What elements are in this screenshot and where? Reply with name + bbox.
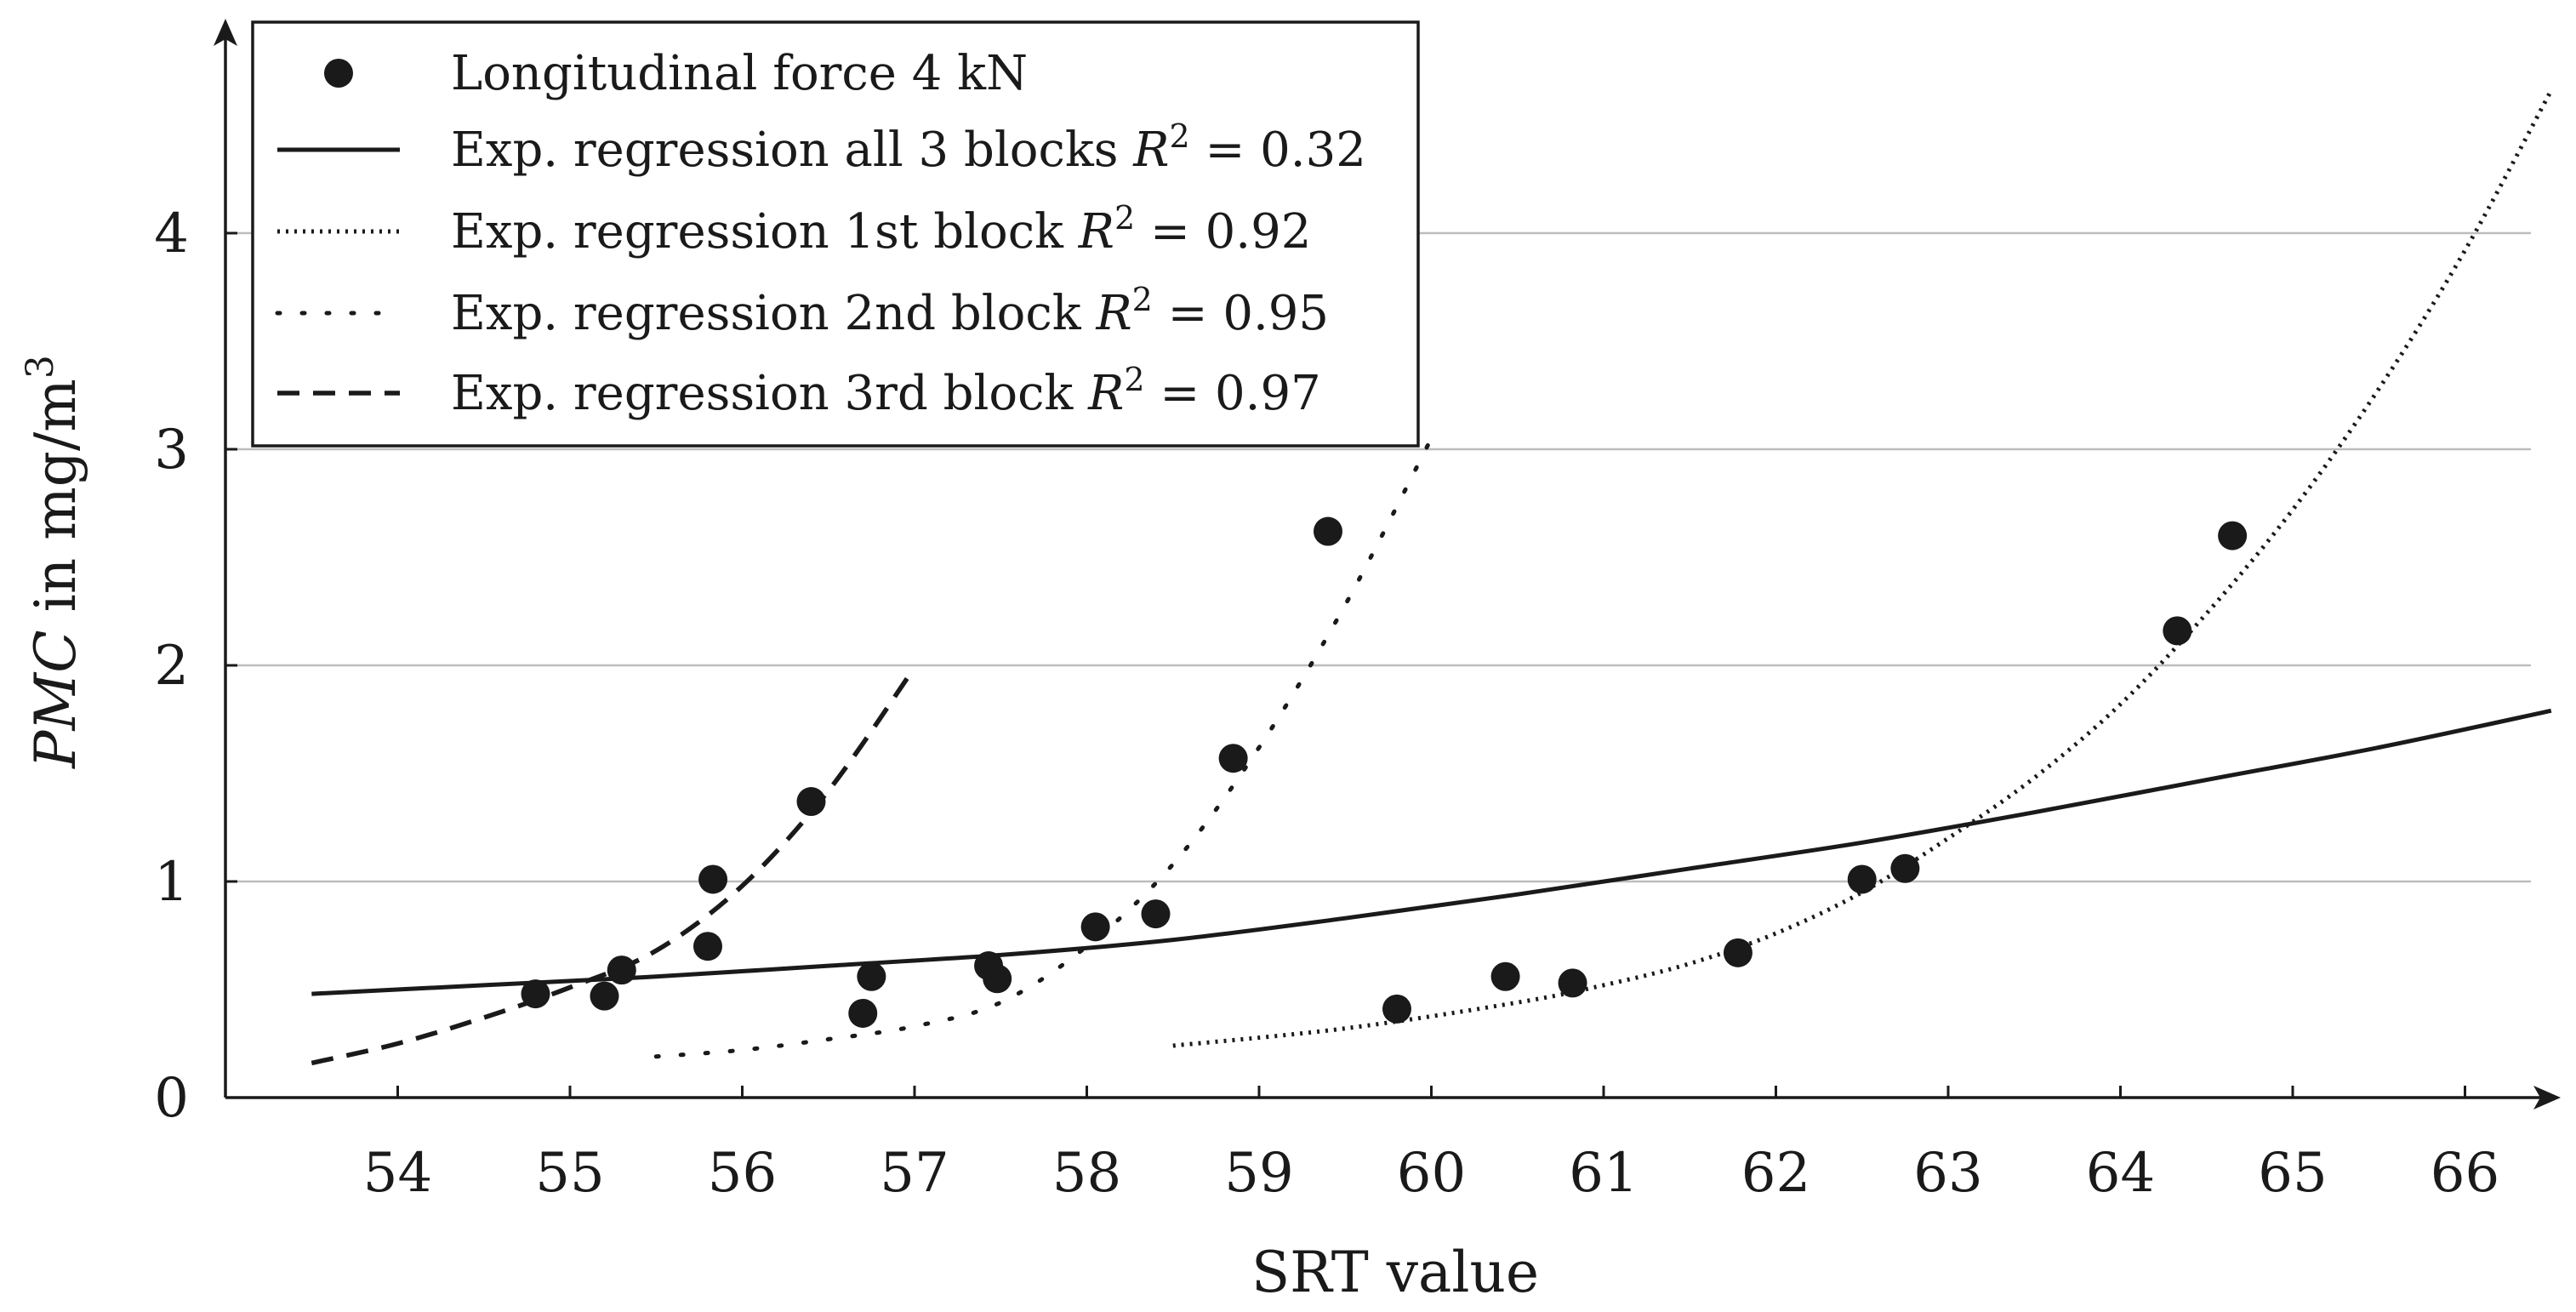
x-tick-label: 61 (1569, 1142, 1638, 1205)
x-tick-label: 59 (1224, 1142, 1293, 1205)
legend-label-text: Exp. regression all 3 blocks (451, 123, 1119, 178)
data-point (796, 787, 826, 817)
x-tick-label: 55 (535, 1142, 604, 1205)
y-tick-label: 0 (154, 1067, 189, 1130)
y-title-superscript: 3 (19, 355, 62, 379)
data-point (1141, 899, 1171, 929)
legend-box (251, 20, 1420, 448)
data-point (698, 864, 728, 894)
data-point (1218, 744, 1248, 773)
data-point (1382, 994, 1411, 1024)
legend-label-text: Exp. regression 2nd block (451, 286, 1082, 341)
data-point (1723, 938, 1752, 967)
x-tick-label: 65 (2258, 1142, 2327, 1205)
data-point (848, 998, 878, 1028)
legend-r-symbol: R (1063, 204, 1114, 260)
data-point (521, 979, 550, 1009)
data-point (1314, 516, 1342, 546)
data-point (2163, 616, 2192, 646)
y-title-unit: in mg/m (23, 379, 88, 630)
legend-r-symbol: R (1081, 286, 1132, 341)
legend-label: Exp. regression 1st block R2 = 0.92 (451, 199, 1311, 260)
data-point (607, 955, 636, 985)
legend-r-value: = 0.32 (1190, 123, 1366, 178)
y-axis-arrow (214, 19, 237, 46)
x-tick-label: 66 (2431, 1142, 2499, 1205)
y-tick-label: 1 (154, 851, 189, 914)
legend-label: Exp. regression all 3 blocks R2 = 0.32 (451, 117, 1366, 178)
scatter-points (521, 516, 2248, 1028)
regression-lines (311, 89, 2553, 1066)
legend-label: Exp. regression 2nd block R2 = 0.95 (451, 281, 1329, 341)
legend: Longitudinal force 4 kN Exp. regression a… (251, 20, 1420, 448)
y-axis-title: PMC in mg/m3 (19, 355, 88, 769)
legend-r-superscript: 2 (1169, 117, 1189, 155)
y-tick-label: 3 (154, 419, 189, 482)
legend-r-value: = 0.97 (1145, 366, 1321, 421)
data-point (1490, 961, 1520, 991)
x-tick-label: 62 (1741, 1142, 1810, 1205)
data-point (857, 961, 886, 991)
legend-r-symbol: R (1119, 123, 1170, 178)
data-point (1558, 968, 1587, 998)
data-point (1080, 912, 1110, 942)
legend-label-text: Longitudinal force 4 kN (451, 46, 1028, 101)
legend-r-value: = 0.95 (1153, 286, 1329, 341)
x-tick-label: 54 (363, 1142, 432, 1205)
axes (214, 19, 2561, 1109)
legend-label: Longitudinal force 4 kN (451, 46, 1028, 101)
x-tick-label: 56 (708, 1142, 777, 1205)
x-tick-label: 63 (1913, 1142, 1982, 1205)
regression-2nd-block-line (653, 436, 1433, 1059)
x-tick-label: 60 (1397, 1142, 1466, 1205)
regression-3rd-block-line (311, 665, 917, 1066)
legend-r-value: = 0.92 (1135, 204, 1311, 260)
data-point (2218, 521, 2248, 550)
x-tick-label: 58 (1052, 1142, 1121, 1205)
x-tick-label: 57 (880, 1142, 949, 1205)
legend-r-symbol: R (1073, 366, 1124, 421)
y-title-variable: PMC (23, 630, 88, 769)
data-point (983, 964, 1012, 994)
data-point (1847, 864, 1877, 894)
legend-marker-points (324, 59, 353, 88)
x-tick-label: 64 (2086, 1142, 2155, 1205)
legend-label-text: Exp. regression 1st block (451, 204, 1064, 260)
legend-r-superscript: 2 (1114, 199, 1135, 237)
y-tick-label: 4 (154, 203, 189, 265)
legend-r-superscript: 2 (1124, 361, 1144, 398)
regression-all-blocks-line (311, 708, 2552, 996)
x-axis-arrow (2533, 1086, 2561, 1109)
y-tick-label: 2 (154, 635, 189, 698)
data-point (693, 932, 722, 961)
tick-labels: 54 55 56 57 58 59 60 61 62 63 64 65 66 0 1 2 3 4 (154, 203, 2499, 1205)
data-point (590, 981, 619, 1011)
x-axis-title: SRT value (1251, 1240, 1539, 1305)
legend-label: Exp. regression 3rd block R2 = 0.97 (451, 361, 1321, 421)
legend-label-text: Exp. regression 3rd block (451, 366, 1074, 421)
data-point (1890, 853, 1920, 883)
legend-r-superscript: 2 (1132, 281, 1153, 318)
